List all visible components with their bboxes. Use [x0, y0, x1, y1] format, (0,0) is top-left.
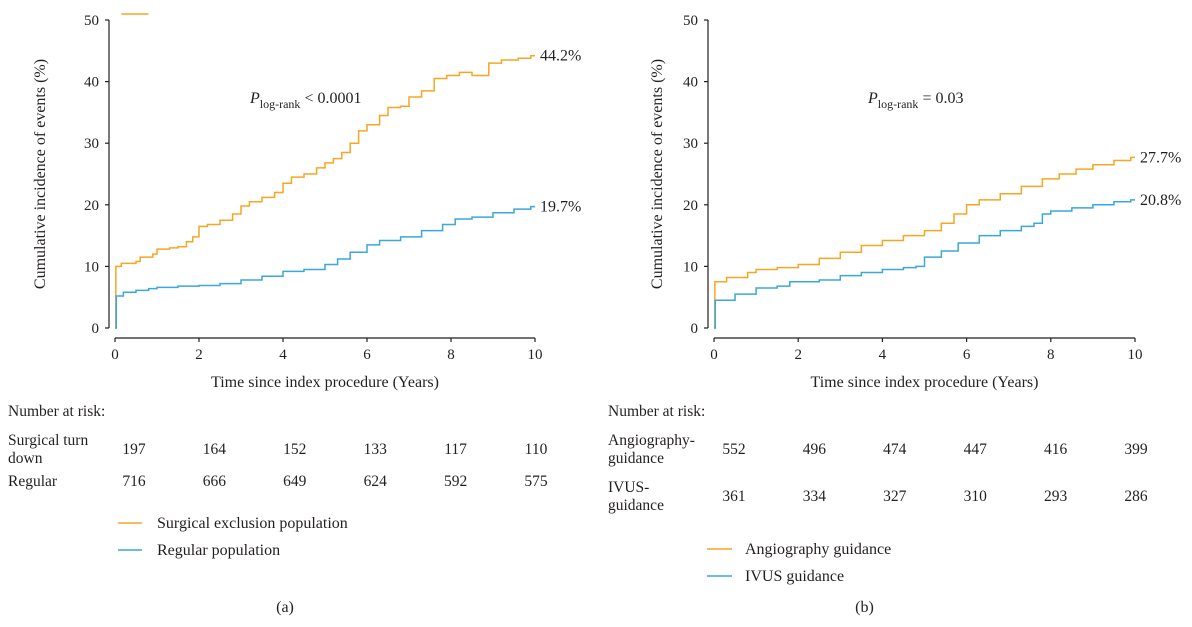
y-tick-label: 40	[683, 75, 698, 91]
y-tick-label: 50	[84, 13, 99, 29]
y-tick-label: 0	[691, 321, 699, 337]
risk-value: 575	[524, 473, 548, 490]
x-tick-label: 8	[1047, 347, 1055, 363]
risk-value: 197	[122, 441, 146, 458]
risk-value: 496	[803, 441, 827, 458]
risk-row-label: guidance	[608, 450, 664, 467]
end-value-label: 44.2%	[540, 48, 581, 65]
x-tick-label: 8	[447, 347, 455, 363]
legend-label: Angiography guidance	[745, 541, 891, 558]
x-tick-label: 4	[879, 347, 887, 363]
risk-value: 286	[1124, 488, 1148, 505]
risk-row-label: Surgical turn	[8, 432, 88, 449]
risk-row-label: Angiography-	[608, 432, 695, 449]
risk-value: 152	[283, 441, 306, 458]
risk-value: 133	[364, 441, 388, 458]
risk-value: 552	[722, 441, 745, 458]
risk-row-label: guidance	[608, 497, 664, 514]
y-tick-label: 30	[84, 136, 99, 152]
risk-value: 592	[444, 473, 467, 490]
x-axis-title: Time since index procedure (Years)	[211, 374, 439, 391]
risk-value: 110	[525, 441, 548, 458]
y-tick-label: 10	[683, 259, 698, 275]
x-tick-label: 10	[528, 347, 543, 363]
series-line-1	[115, 205, 535, 329]
risk-row-label: Regular	[8, 473, 58, 490]
panel-label: (a)	[276, 599, 294, 616]
x-tick-label: 6	[363, 347, 371, 363]
series-line-0	[115, 54, 535, 329]
risk-value: 399	[1124, 441, 1148, 458]
end-value-label: 20.8%	[1140, 192, 1181, 209]
risk-value: 447	[964, 441, 988, 458]
risk-value: 666	[203, 473, 227, 490]
risk-value: 624	[364, 473, 388, 490]
end-value-label: 27.7%	[1140, 149, 1181, 166]
risk-value: 361	[722, 488, 745, 505]
p-value-annotation: Plog-rank < 0.0001	[249, 90, 361, 111]
y-tick-label: 20	[84, 198, 99, 214]
series-line-0	[714, 156, 1135, 329]
x-tick-label: 4	[279, 347, 287, 363]
series-line-1	[714, 199, 1135, 329]
risk-value: 649	[283, 473, 307, 490]
risk-value: 164	[203, 441, 227, 458]
risk-table-heading: Number at risk:	[608, 403, 705, 420]
y-tick-label: 20	[683, 198, 698, 214]
y-tick-label: 50	[683, 13, 698, 29]
risk-row-label: IVUS-	[608, 479, 649, 496]
risk-table-heading: Number at risk:	[8, 403, 105, 420]
y-axis-title: Cumulative incidence of events (%)	[649, 59, 666, 289]
x-tick-label: 2	[195, 347, 203, 363]
risk-value: 474	[883, 441, 907, 458]
chart-panel-b: 0 10 20 30 40 50 0 2 4 6 8 10 Cumulative incidence o…	[608, 13, 1181, 616]
y-tick-label: 10	[84, 259, 99, 275]
legend-label: Regular population	[157, 542, 280, 559]
risk-value: 293	[1044, 488, 1068, 505]
p-value-annotation: Plog-rank = 0.03	[867, 90, 963, 111]
x-tick-label: 10	[1128, 347, 1143, 363]
risk-value: 334	[803, 488, 827, 505]
x-tick-label: 0	[710, 347, 718, 363]
chart-panel-a: 0 10 20 30 40 50 0 2 4 6 8 10 Cumulative incidence o…	[8, 13, 581, 616]
y-tick-label: 30	[683, 136, 698, 152]
risk-value: 716	[122, 473, 146, 490]
x-axis-title: Time since index procedure (Years)	[811, 374, 1039, 391]
risk-value: 117	[444, 441, 467, 458]
legend-label: IVUS guidance	[745, 568, 844, 585]
x-tick-label: 0	[111, 347, 119, 363]
legend-label: Surgical exclusion population	[157, 515, 348, 532]
risk-value: 327	[883, 488, 907, 505]
risk-value: 416	[1044, 441, 1068, 458]
y-axis-title: Cumulative incidence of events (%)	[32, 59, 49, 289]
x-tick-label: 2	[794, 347, 802, 363]
y-tick-label: 40	[84, 75, 99, 91]
y-tick-label: 0	[92, 321, 100, 337]
x-tick-label: 6	[963, 347, 971, 363]
risk-row-label: down	[8, 450, 43, 467]
end-value-label: 19.7%	[540, 199, 581, 216]
risk-value: 310	[964, 488, 988, 505]
panel-label: (b)	[855, 599, 874, 616]
